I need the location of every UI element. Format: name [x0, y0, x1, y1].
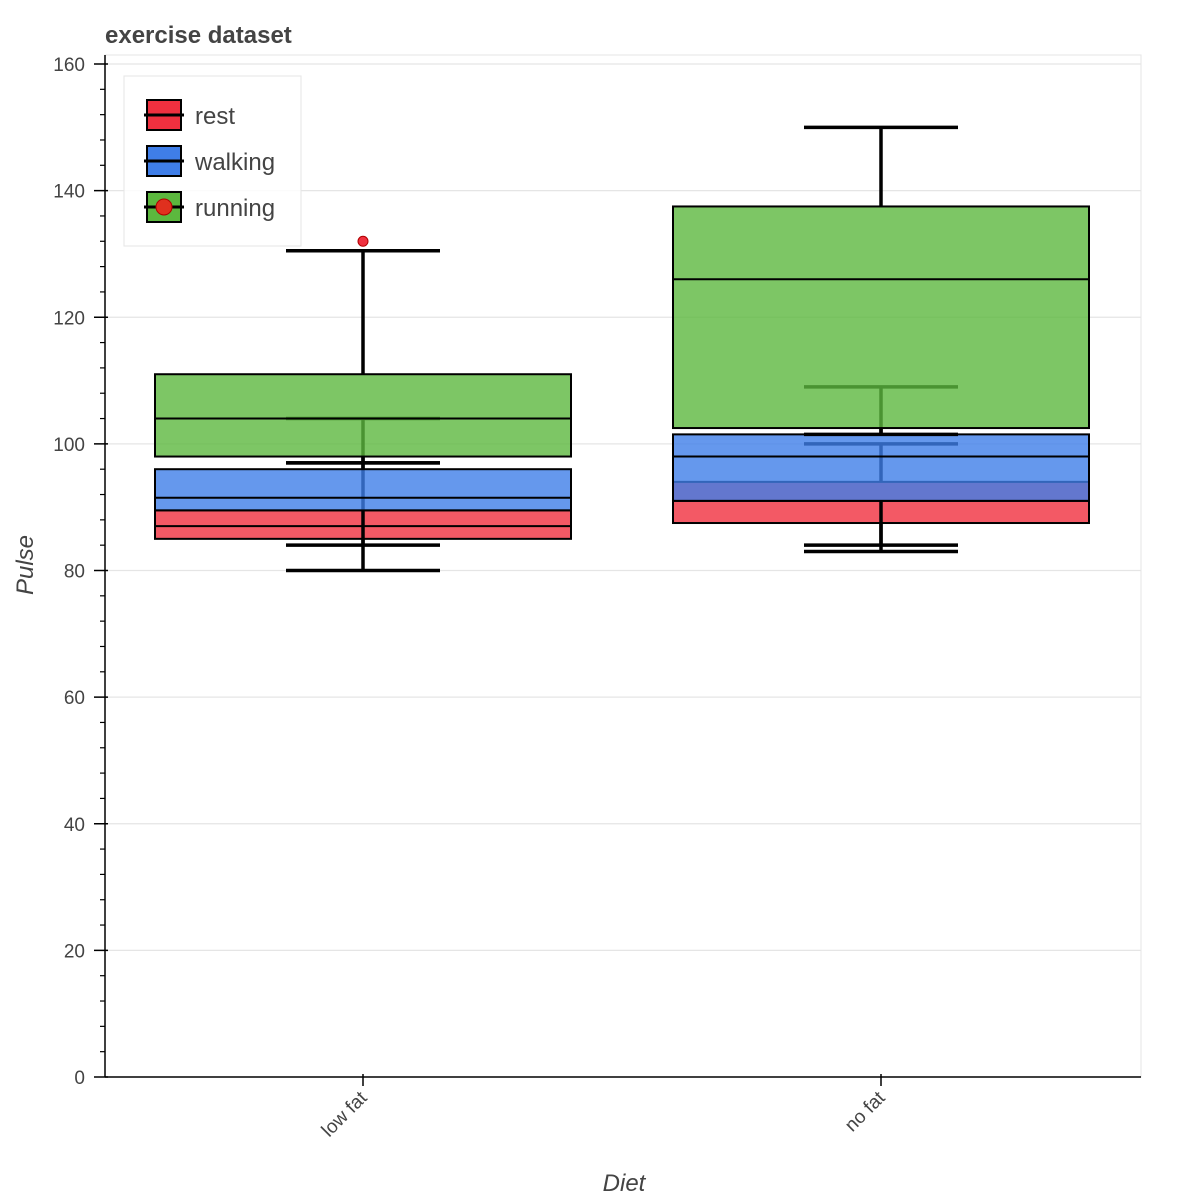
legend[interactable]: rest walking running [123, 75, 302, 247]
y-tick-label: 40 [64, 815, 85, 836]
x-tick-label: low fat [318, 1087, 372, 1141]
box-running [154, 235, 572, 465]
box-iqr[interactable] [154, 468, 572, 512]
box-series [154, 125, 1090, 573]
y-tick-label: 120 [53, 308, 85, 329]
legend-item-rest[interactable]: rest [144, 99, 235, 131]
legend-item-walking[interactable]: walking [144, 145, 275, 177]
y-tick-label: 20 [64, 941, 85, 962]
box-iqr[interactable] [154, 373, 572, 458]
y-axis-title: Pulse [12, 535, 39, 595]
y-tick-label: 160 [53, 55, 85, 76]
x-axis-title: Diet [603, 1170, 647, 1197]
legend-label: rest [195, 103, 235, 130]
legend-label: running [195, 195, 275, 222]
box-iqr[interactable] [672, 205, 1090, 430]
legend-marker [155, 198, 173, 216]
box-iqr[interactable] [672, 433, 1090, 502]
outlier-point[interactable] [357, 235, 369, 247]
y-tick-label: 80 [64, 562, 85, 583]
chart-title: exercise dataset [105, 22, 292, 49]
y-tick-label: 60 [64, 688, 85, 709]
y-tick-label: 0 [74, 1068, 85, 1089]
y-tick-label: 100 [53, 435, 85, 456]
box-running [672, 125, 1090, 437]
legend-item-running[interactable]: running [144, 191, 275, 223]
x-tick-label: no fat [841, 1087, 890, 1136]
y-tick-label: 140 [53, 182, 85, 203]
legend-label: walking [194, 149, 275, 176]
